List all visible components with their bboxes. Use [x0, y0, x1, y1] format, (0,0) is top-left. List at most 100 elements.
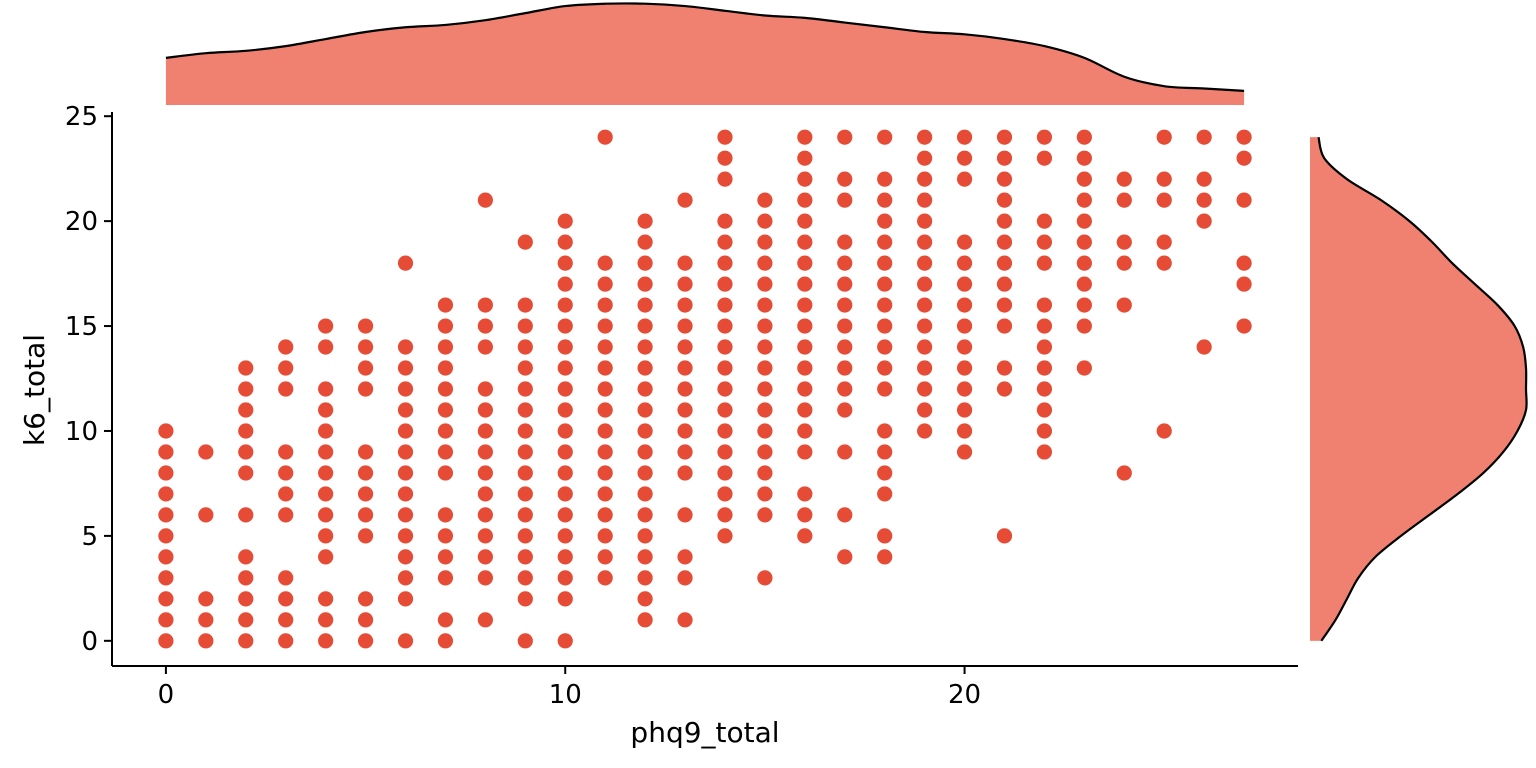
scatter-point	[837, 129, 853, 145]
scatter-point	[917, 276, 933, 292]
scatter-point	[996, 276, 1013, 292]
scatter-point	[717, 486, 733, 502]
scatter-point	[917, 150, 933, 166]
scatter-point	[956, 234, 973, 250]
scatter-point	[397, 339, 414, 355]
scatter-point	[797, 507, 813, 523]
scatter-point	[677, 549, 693, 565]
scatter-point	[797, 360, 813, 376]
scatter-point	[357, 591, 374, 607]
scatter-point	[557, 213, 573, 229]
scatter-point	[877, 171, 893, 187]
scatter-point	[877, 213, 893, 229]
scatter-point	[797, 339, 813, 355]
scatter-point	[517, 423, 533, 439]
scatter-point	[1156, 234, 1172, 250]
scatter-point	[278, 570, 294, 586]
scatter-point	[956, 150, 973, 166]
y-axis-title: k6_total	[18, 334, 51, 446]
y-tick-label: 25	[65, 102, 98, 132]
scatter-point	[1036, 360, 1053, 376]
y-density-curve	[1317, 136, 1528, 642]
scatter-point	[717, 444, 733, 460]
scatter-point	[637, 570, 653, 586]
scatter-point	[877, 486, 893, 502]
scatter-point	[637, 234, 653, 250]
scatter-point	[917, 381, 933, 397]
scatter-point	[517, 465, 533, 481]
scatter-point	[797, 381, 813, 397]
scatter-point	[956, 297, 973, 313]
scatter-point	[917, 213, 933, 229]
scatter-point	[677, 318, 693, 334]
scatter-point	[1156, 171, 1172, 187]
scatter-point	[677, 192, 693, 208]
scatter-point	[677, 381, 693, 397]
scatter-point	[278, 339, 294, 355]
scatter-point	[677, 255, 693, 271]
scatter-point	[996, 528, 1013, 544]
scatter-point	[437, 339, 454, 355]
scatter-point	[956, 129, 973, 145]
x-density-curve	[165, 2, 1245, 92]
scatter-point	[677, 402, 693, 418]
scatter-point	[956, 276, 973, 292]
scatter-point	[238, 570, 254, 586]
scatter-point	[1076, 150, 1092, 166]
scatter-point	[837, 549, 853, 565]
scatter-point	[797, 129, 813, 145]
scatter-point	[1156, 423, 1172, 439]
scatter-point	[996, 381, 1013, 397]
scatter-point	[717, 465, 733, 481]
scatter-point	[1036, 129, 1053, 145]
scatter-point	[717, 318, 733, 334]
scatter-point	[1076, 129, 1092, 145]
scatter-point	[757, 255, 773, 271]
scatter-point	[996, 129, 1013, 145]
scatter-point	[477, 192, 493, 208]
y-tick-label: 0	[81, 627, 98, 657]
scatter-point	[158, 528, 174, 544]
scatter-point	[637, 486, 653, 502]
scatter-point	[357, 486, 374, 502]
scatter-point	[238, 549, 254, 565]
scatter-point	[956, 423, 973, 439]
scatter-point	[357, 360, 374, 376]
scatter-point	[557, 255, 573, 271]
scatter-point	[357, 339, 374, 355]
scatter-point	[1116, 192, 1132, 208]
scatter-point	[717, 339, 733, 355]
scatter-point	[238, 444, 254, 460]
scatter-point	[557, 507, 573, 523]
scatter-point	[238, 465, 254, 481]
scatter-point	[757, 192, 773, 208]
scatter-point	[837, 297, 853, 313]
scatter-point	[797, 213, 813, 229]
scatter-point	[877, 297, 893, 313]
scatter-point	[477, 465, 493, 481]
scatter-point	[477, 444, 493, 460]
scatter-point	[956, 318, 973, 334]
scatter-point	[158, 486, 174, 502]
scatter-point	[357, 444, 374, 460]
scatter-point	[717, 423, 733, 439]
scatter-point	[158, 570, 174, 586]
scatter-point	[1196, 171, 1212, 187]
scatter-point	[437, 465, 454, 481]
scatter-point	[557, 549, 573, 565]
scatter-point	[797, 150, 813, 166]
scatter-point	[198, 612, 214, 628]
scatter-point	[437, 423, 454, 439]
scatter-point	[318, 528, 334, 544]
scatter-point	[437, 381, 454, 397]
scatter-point	[238, 360, 254, 376]
scatter-point	[357, 465, 374, 481]
scatter-point	[278, 465, 294, 481]
scatter-point	[837, 192, 853, 208]
scatter-point	[597, 528, 613, 544]
scatter-point	[597, 486, 613, 502]
scatter-point	[757, 297, 773, 313]
scatter-point	[238, 381, 254, 397]
scatter-point	[437, 528, 454, 544]
scatter-point	[877, 381, 893, 397]
